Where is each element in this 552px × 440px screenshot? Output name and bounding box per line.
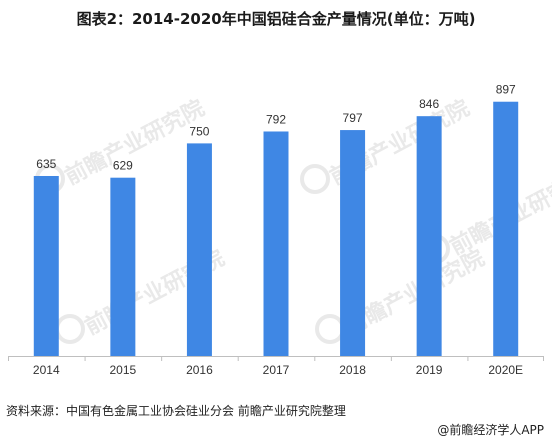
- bar-2014: [33, 175, 59, 356]
- x-tick-label-2016: 2016: [186, 363, 213, 377]
- data-label-2015: 629: [113, 159, 133, 173]
- brand-label: @前瞻经济学人APP: [437, 423, 544, 437]
- bar-2019: [416, 116, 442, 356]
- x-tick-label-2018: 2018: [339, 363, 366, 377]
- bar-2018: [340, 130, 366, 356]
- data-label-2019: 846: [419, 97, 439, 111]
- data-label-2014: 635: [36, 157, 56, 171]
- watermark-logo-icon: [300, 164, 330, 194]
- watermark-text: 前瞻产业研究院: [61, 95, 209, 190]
- bar-2015: [110, 177, 136, 356]
- chart-title: 图表2：2014-2020年中国铝硅合金产量情况(单位：万吨): [76, 10, 476, 28]
- bar-2020E: [493, 101, 519, 356]
- x-tick-label-2017: 2017: [263, 363, 290, 377]
- bar-2017: [263, 131, 289, 356]
- x-tick-label-2019: 2019: [416, 363, 443, 377]
- source-note: 资料来源：中国有色金属工业协会硅业分会 前瞻产业研究院整理: [6, 404, 346, 418]
- data-label-2016: 750: [189, 124, 209, 138]
- watermark-logo-icon: [315, 314, 345, 344]
- watermark-logo-icon: [55, 314, 85, 344]
- data-label-2017: 792: [266, 112, 286, 126]
- x-tick-label-2015: 2015: [110, 363, 137, 377]
- x-tick-label-2014: 2014: [33, 363, 60, 377]
- data-label-2018: 797: [343, 111, 363, 125]
- bar-2016: [186, 143, 212, 356]
- x-tick-label-2020E: 2020E: [488, 363, 523, 377]
- brand-credit: @前瞻经济学人APP: [437, 421, 544, 438]
- data-label-2020E: 897: [496, 83, 516, 97]
